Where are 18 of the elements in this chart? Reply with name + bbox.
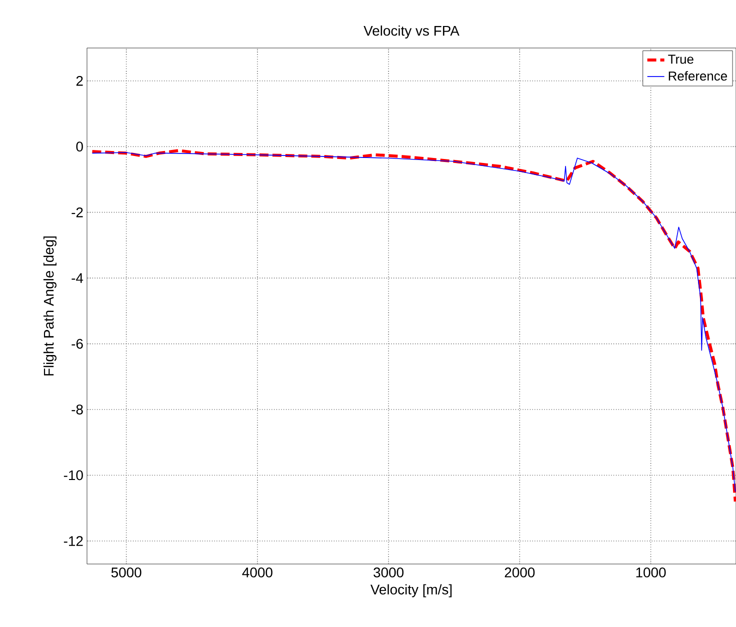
x-tick-label: 2000 [504,568,535,578]
y-tick-label: -2 [72,207,83,218]
x-tick-label: 5000 [111,568,142,578]
x-tick-label: 1000 [636,568,666,578]
y-tick-label: -4 [72,273,84,283]
y-tick-label: 2 [76,76,83,86]
y-tick-label: -10 [64,470,83,480]
chart-title: Velocity vs FPA [364,25,460,38]
legend-label: True [668,54,694,64]
x-tick-label: 3000 [374,568,404,578]
y-axis-title: Flight Path Angle [deg] [43,236,56,376]
x-axis-title: Velocity [m/s] [370,584,452,598]
legend-label: Reference [668,71,727,81]
x-tick-label: 4000 [242,568,272,578]
y-tick-label: 0 [76,142,83,152]
y-tick-label: -12 [64,536,83,546]
y-tick-label: -6 [72,338,83,349]
y-tick-label: -8 [72,404,83,414]
